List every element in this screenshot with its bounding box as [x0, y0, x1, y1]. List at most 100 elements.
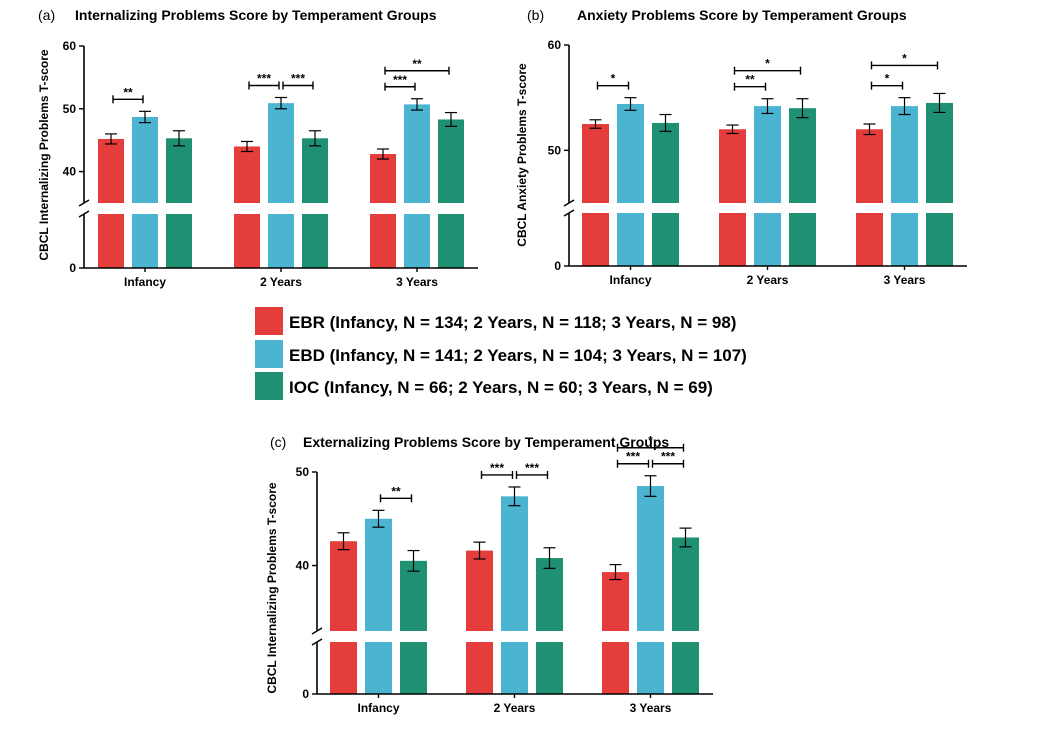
bar-ioc-lower — [302, 214, 328, 268]
bar-ioc — [400, 560, 427, 631]
legend-label-ebd: EBD (Infancy, N = 141; 2 Years, N = 104;… — [289, 346, 747, 365]
y-tick-label: 50 — [296, 465, 310, 479]
significance-stars: * — [611, 72, 616, 86]
axis-break-mark — [78, 210, 90, 218]
axis-break-mark — [563, 199, 575, 207]
x-tick-label: 3 Years — [396, 275, 438, 289]
bar-ebd — [501, 496, 528, 631]
significance-stars: * — [885, 72, 890, 86]
chart-title: Externalizing Problems Score by Temperam… — [303, 434, 669, 450]
bar-ebr-lower — [330, 642, 357, 694]
bar-ebr-lower — [466, 642, 493, 694]
bar-ebd-lower — [754, 213, 781, 266]
bar-ioc — [438, 119, 464, 203]
y-tick-label: 60 — [548, 38, 562, 52]
significance-stars: * — [902, 51, 907, 65]
axis-break-mark — [311, 638, 323, 646]
significance-stars: ** — [123, 85, 133, 99]
y-axis-label: CBCL Anxiety Problems T-score — [515, 63, 529, 247]
legend-swatch-ioc — [255, 372, 283, 400]
significance-stars: *** — [661, 450, 675, 464]
bar-ebr — [719, 129, 746, 203]
panel-label: (b) — [527, 7, 544, 23]
bar-ebr — [582, 124, 609, 203]
bar-ioc-lower — [438, 214, 464, 268]
bar-ebd-lower — [501, 642, 528, 694]
significance-stars: * — [648, 434, 653, 448]
bar-ebr-lower — [582, 213, 609, 266]
bar-ioc — [652, 122, 679, 203]
bar-ioc — [302, 138, 328, 203]
x-tick-label: 2 Years — [260, 275, 302, 289]
bar-ebr-lower — [234, 214, 260, 268]
y-tick-label: 40 — [296, 559, 310, 573]
bar-ebd — [617, 103, 644, 203]
bar-ioc-lower — [166, 214, 192, 268]
bar-ioc-lower — [652, 213, 679, 266]
x-tick-label: Infancy — [357, 701, 399, 715]
bar-ioc — [789, 108, 816, 203]
significance-stars: ** — [412, 57, 422, 71]
panel-c-externalizing-chart: (c) Externalizing Problems Score by Tempe… — [265, 434, 713, 715]
y-tick-label: 0 — [69, 261, 76, 275]
axis-break-mark — [563, 209, 575, 217]
bar-ebr — [370, 154, 396, 203]
panel-a-internalizing-chart: (a) Internalizing Problems Score by Tempe… — [37, 7, 478, 289]
bar-ebd-lower — [132, 214, 158, 268]
bar-ioc — [926, 102, 953, 203]
bar-ebr — [466, 550, 493, 631]
x-tick-label: Infancy — [609, 273, 651, 287]
chart-title: Anxiety Problems Score by Temperament Gr… — [577, 7, 907, 23]
bar-ioc-lower — [672, 642, 699, 694]
x-tick-label: Infancy — [124, 275, 166, 289]
bar-ebd-lower — [891, 213, 918, 266]
x-tick-label: 2 Years — [494, 701, 536, 715]
bar-ebd — [365, 518, 392, 631]
bar-ebr — [856, 129, 883, 203]
bar-ebr-lower — [370, 214, 396, 268]
y-tick-label: 0 — [554, 259, 561, 273]
x-tick-label: 2 Years — [747, 273, 789, 287]
significance-stars: *** — [626, 450, 640, 464]
bar-ebd-lower — [404, 214, 430, 268]
bar-ebr-lower — [98, 214, 124, 268]
axis-break-mark — [311, 627, 323, 635]
bar-ebd-lower — [268, 214, 294, 268]
bar-ebd — [754, 106, 781, 203]
significance-stars: *** — [393, 73, 407, 87]
bar-ebr-lower — [719, 213, 746, 266]
panel-label: (a) — [38, 7, 55, 23]
legend-label-ioc: IOC (Infancy, N = 66; 2 Years, N = 60; 3… — [289, 378, 713, 397]
axis-break-mark — [78, 199, 90, 207]
bar-ebd — [891, 106, 918, 203]
significance-stars: *** — [525, 461, 539, 475]
bar-ebd — [637, 486, 664, 631]
bar-ebd-lower — [637, 642, 664, 694]
y-tick-label: 40 — [63, 165, 77, 179]
y-tick-label: 0 — [302, 687, 309, 701]
bar-ioc-lower — [536, 642, 563, 694]
bar-ioc — [166, 138, 192, 203]
bar-ioc — [536, 558, 563, 631]
legend-swatch-ebd — [255, 340, 283, 368]
legend-swatch-ebr — [255, 307, 283, 335]
bar-ebd-lower — [365, 642, 392, 694]
bar-ebr — [234, 146, 260, 203]
x-tick-label: 3 Years — [884, 273, 926, 287]
bar-ebd-lower — [617, 213, 644, 266]
bar-ioc-lower — [789, 213, 816, 266]
legend-label-ebr: EBR (Infancy, N = 134; 2 Years, N = 118;… — [289, 313, 736, 332]
y-tick-label: 60 — [63, 39, 77, 53]
bar-ioc-lower — [400, 642, 427, 694]
bar-ebr — [98, 138, 124, 203]
bar-ebd — [268, 103, 294, 203]
bar-ebr-lower — [856, 213, 883, 266]
y-axis-label: CBCL Internalizing Problems T-score — [37, 49, 51, 260]
bar-ioc — [672, 537, 699, 631]
y-tick-label: 50 — [63, 102, 77, 116]
significance-stars: *** — [257, 71, 271, 85]
bar-ebd — [404, 104, 430, 203]
legend: EBR (Infancy, N = 134; 2 Years, N = 118;… — [255, 307, 747, 400]
bar-ebr — [602, 572, 629, 631]
